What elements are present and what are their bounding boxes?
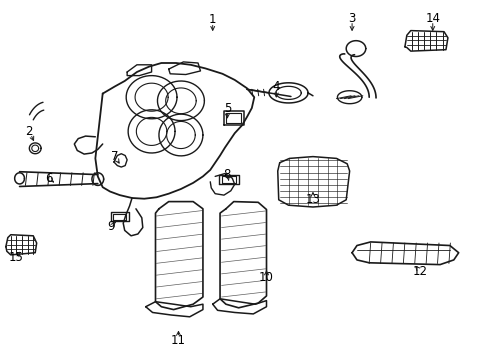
Text: 8: 8 bbox=[223, 168, 231, 181]
Text: 14: 14 bbox=[425, 12, 439, 24]
Text: 9: 9 bbox=[107, 220, 115, 233]
Text: 6: 6 bbox=[45, 172, 53, 185]
Text: 11: 11 bbox=[171, 334, 185, 347]
Text: 13: 13 bbox=[305, 193, 320, 206]
Text: 15: 15 bbox=[9, 251, 23, 264]
Text: 3: 3 bbox=[347, 12, 355, 24]
Text: 2: 2 bbox=[25, 125, 33, 138]
Text: 5: 5 bbox=[223, 102, 231, 114]
Text: 1: 1 bbox=[208, 13, 216, 26]
Text: 4: 4 bbox=[272, 80, 280, 93]
Text: 10: 10 bbox=[259, 271, 273, 284]
Text: 12: 12 bbox=[412, 265, 427, 278]
Text: 7: 7 bbox=[111, 150, 119, 163]
